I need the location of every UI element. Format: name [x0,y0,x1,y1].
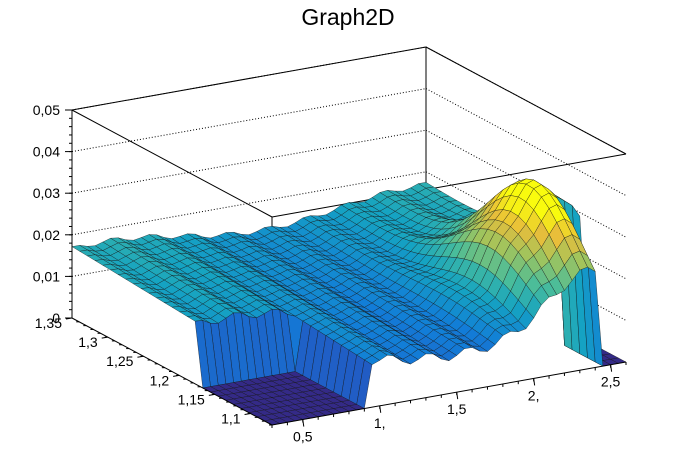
z-tick-label: 0,05 [33,102,60,118]
box-top-left-edge [71,109,273,218]
z-tick-label: 0 [52,310,60,326]
z-gridline-right [425,46,627,155]
x-tick-label: 1,5 [447,401,467,417]
z-tick-label: 0,03 [33,185,60,201]
z-gridline-right [425,171,627,280]
y-tick-label: 1,2 [150,372,170,388]
z-gridline-back [71,129,427,194]
y-tick-label: 1,35 [35,315,62,331]
x-axis-line [271,361,627,426]
x-tick-label: 2, [528,387,540,403]
box-top-front-edge [271,153,627,218]
x-tick-label: 0,5 [293,429,313,445]
z-tick-label: 0,01 [33,268,60,284]
z-gridline-back [71,88,427,153]
surface-mesh [71,178,627,426]
y-tick-label: 1,25 [106,353,133,369]
box-top-back-edge [71,46,427,111]
y-tick-label: 1,3 [78,334,98,350]
z-tick-label: 0,04 [33,144,60,160]
z-tick-label: 0,02 [33,227,60,243]
x-tick-label: 1, [374,415,386,431]
axes: 0 0,01 0,02 0,03 0,04 0,05 1,1 1,15 1,2 1,25 1,3 1,… [33,102,627,445]
y-tick-label: 1,15 [178,391,205,407]
z-gridline-right [425,88,627,197]
x-tick-label: 2,5 [601,374,621,390]
z-gridline-right [425,129,627,238]
y-tick-label: 1,1 [221,411,241,427]
chart-title: Graph2D [301,4,395,30]
